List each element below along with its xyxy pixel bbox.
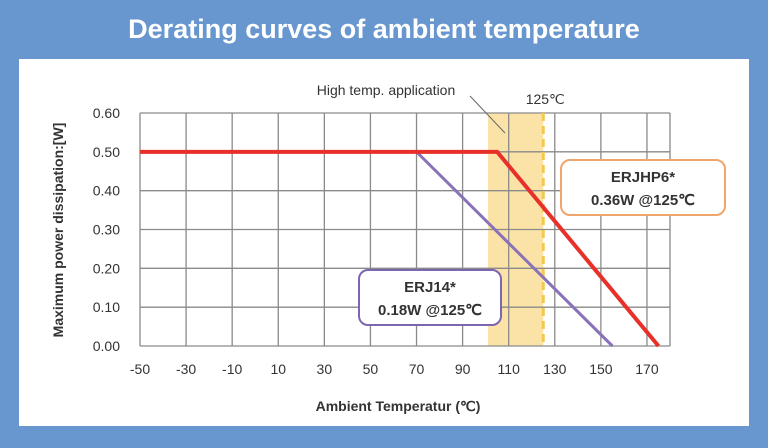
- y-axis-label: Maximum power dissipation:[W]: [50, 123, 66, 338]
- x-tick-label: 150: [589, 361, 613, 377]
- x-tick-label: -30: [176, 361, 196, 377]
- x-tick-label: 10: [270, 361, 286, 377]
- annotation-box: [560, 159, 726, 216]
- high-temp-leader-line: [469, 95, 506, 134]
- y-tick-label: 0.60: [93, 105, 120, 121]
- y-tick-label: 0.50: [93, 144, 120, 160]
- chart-panel: [19, 59, 749, 426]
- series-line-erjhp6: [140, 149, 661, 348]
- x-tick-label: -50: [130, 361, 150, 377]
- annotation-value: 0.36W @125℃: [591, 192, 695, 209]
- annotation-name: ERJHP6*: [611, 169, 675, 186]
- chart-title: Derating curves of ambient temperature: [128, 14, 640, 44]
- y-tick-label: 0.20: [93, 260, 120, 276]
- x-axis-label: Ambient Temperatur (℃): [316, 398, 481, 414]
- x-tick-label: 90: [455, 361, 471, 377]
- x-tick-label: 110: [498, 361, 521, 377]
- x-tick-label: 70: [409, 361, 425, 377]
- y-tick-label: 0.10: [93, 299, 120, 315]
- 125c-label: 125℃: [526, 91, 565, 107]
- x-tick-label: 50: [363, 361, 379, 377]
- x-tick-label: 170: [635, 361, 659, 377]
- x-tick-label: 30: [317, 361, 333, 377]
- y-tick-label: 0.00: [93, 338, 120, 354]
- x-tick-label: 130: [543, 361, 567, 377]
- annotation-name: ERJ14*: [404, 279, 456, 296]
- y-tick-label: 0.30: [93, 222, 120, 238]
- y-tick-label: 0.40: [93, 183, 120, 199]
- annotation-box: [358, 269, 502, 326]
- x-tick-label: -10: [222, 361, 242, 377]
- high-temp-label: High temp. application: [317, 82, 456, 98]
- annotation-value: 0.18W @125℃: [378, 302, 482, 319]
